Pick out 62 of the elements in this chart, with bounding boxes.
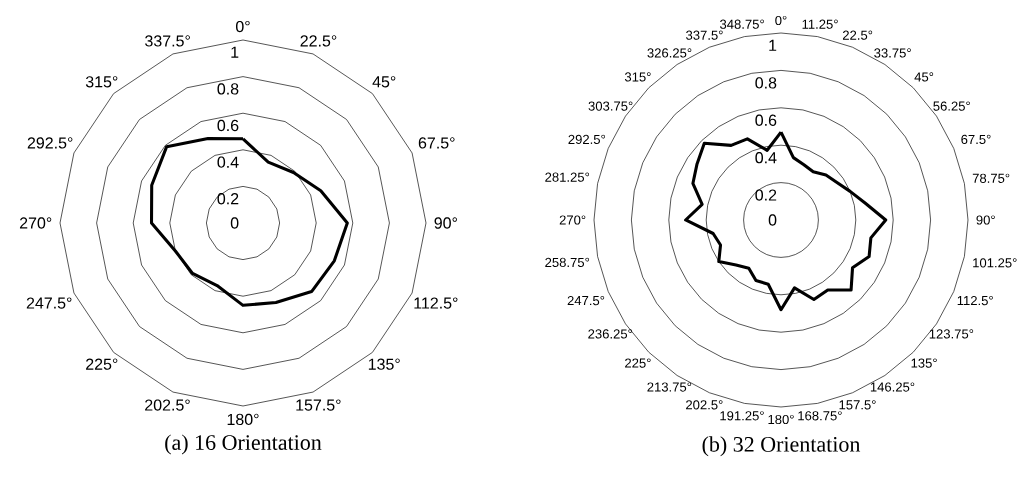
spoke-label: 0° [775,15,787,26]
spoke-label: 135° [911,358,937,368]
spoke-label: 270° [559,215,586,225]
text: (b) 32 Orientation [702,436,861,457]
spoke-label: 180° [768,414,794,425]
spoke-label: 112.5° [957,295,993,306]
spoke-label: 326.25° [647,48,692,58]
spoke-label: 157.5° [839,400,876,410]
spoke-label: 213.75° [647,382,692,392]
spoke-label: 292.5° [27,137,73,149]
spoke-label: 348.75° [720,19,764,29]
y-tick-label: 0.8 [755,77,777,89]
spoke-label: 337.5° [145,35,190,47]
spoke-label: 258.75° [545,257,590,268]
y-tick-label: 0 [230,217,239,229]
spoke-label: 281.25° [545,172,590,182]
spoke-label: 146.25° [870,382,915,392]
spoke-label: 303.75° [588,101,633,111]
y-tick-label: 0.8 [217,83,239,95]
spoke-label: 180° [227,413,259,426]
spoke-label: 247.5° [26,297,72,309]
spoke-label: 202.5° [686,400,723,410]
spoke-label: 90° [434,217,457,229]
spoke-label: 191.25° [720,411,764,421]
spoke-label: 292.5° [568,134,605,145]
spoke-label: 45° [914,72,934,82]
spoke-label: 0° [235,20,250,33]
spoke-label: 315° [624,72,651,82]
spoke-label: 78.75° [972,173,1010,183]
spoke-label: 101.25° [973,258,1017,268]
y-tick-label: 0.4 [755,152,777,164]
spoke-label: 112.5° [414,297,458,309]
spoke-label: 11.25° [802,19,838,29]
y-tick-label: 1 [769,39,777,51]
spoke-label: 270° [19,217,52,229]
spoke-label: 225° [625,358,651,368]
spoke-label: 236.25° [588,329,633,339]
y-tick-label: 0.2 [217,193,239,205]
spoke-label: 157.5° [296,399,341,411]
spoke-label: 337.5° [686,30,723,40]
y-tick-label: 0.4 [217,156,239,168]
y-tick-label: 0 [768,214,777,226]
spoke-label: 22.5° [842,30,873,40]
spoke-label: 67.5° [961,134,991,145]
spoke-label: 315° [85,76,118,88]
spoke-label: 90° [976,215,995,225]
y-tick-label: 0.6 [217,119,239,132]
spoke-label: 247.5° [567,295,605,306]
text: (a) 16 Orientation [165,434,322,455]
spoke-label: 67.5° [418,137,455,149]
spoke-label: 225° [86,358,118,370]
spoke-label: 135° [368,358,400,370]
spoke-label: 202.5° [145,399,190,411]
spoke-label: 56.25° [933,101,970,111]
spoke-label: 33.75° [874,48,911,58]
spoke-label: 45° [372,76,396,88]
y-tick-label: 0.2 [755,189,777,201]
spoke-label: 168.75° [798,411,842,421]
spoke-label: 123.75° [929,329,974,339]
y-tick-label: 1 [231,46,239,58]
spoke-label: 22.5° [300,35,337,47]
y-tick-label: 0.6 [755,114,777,126]
